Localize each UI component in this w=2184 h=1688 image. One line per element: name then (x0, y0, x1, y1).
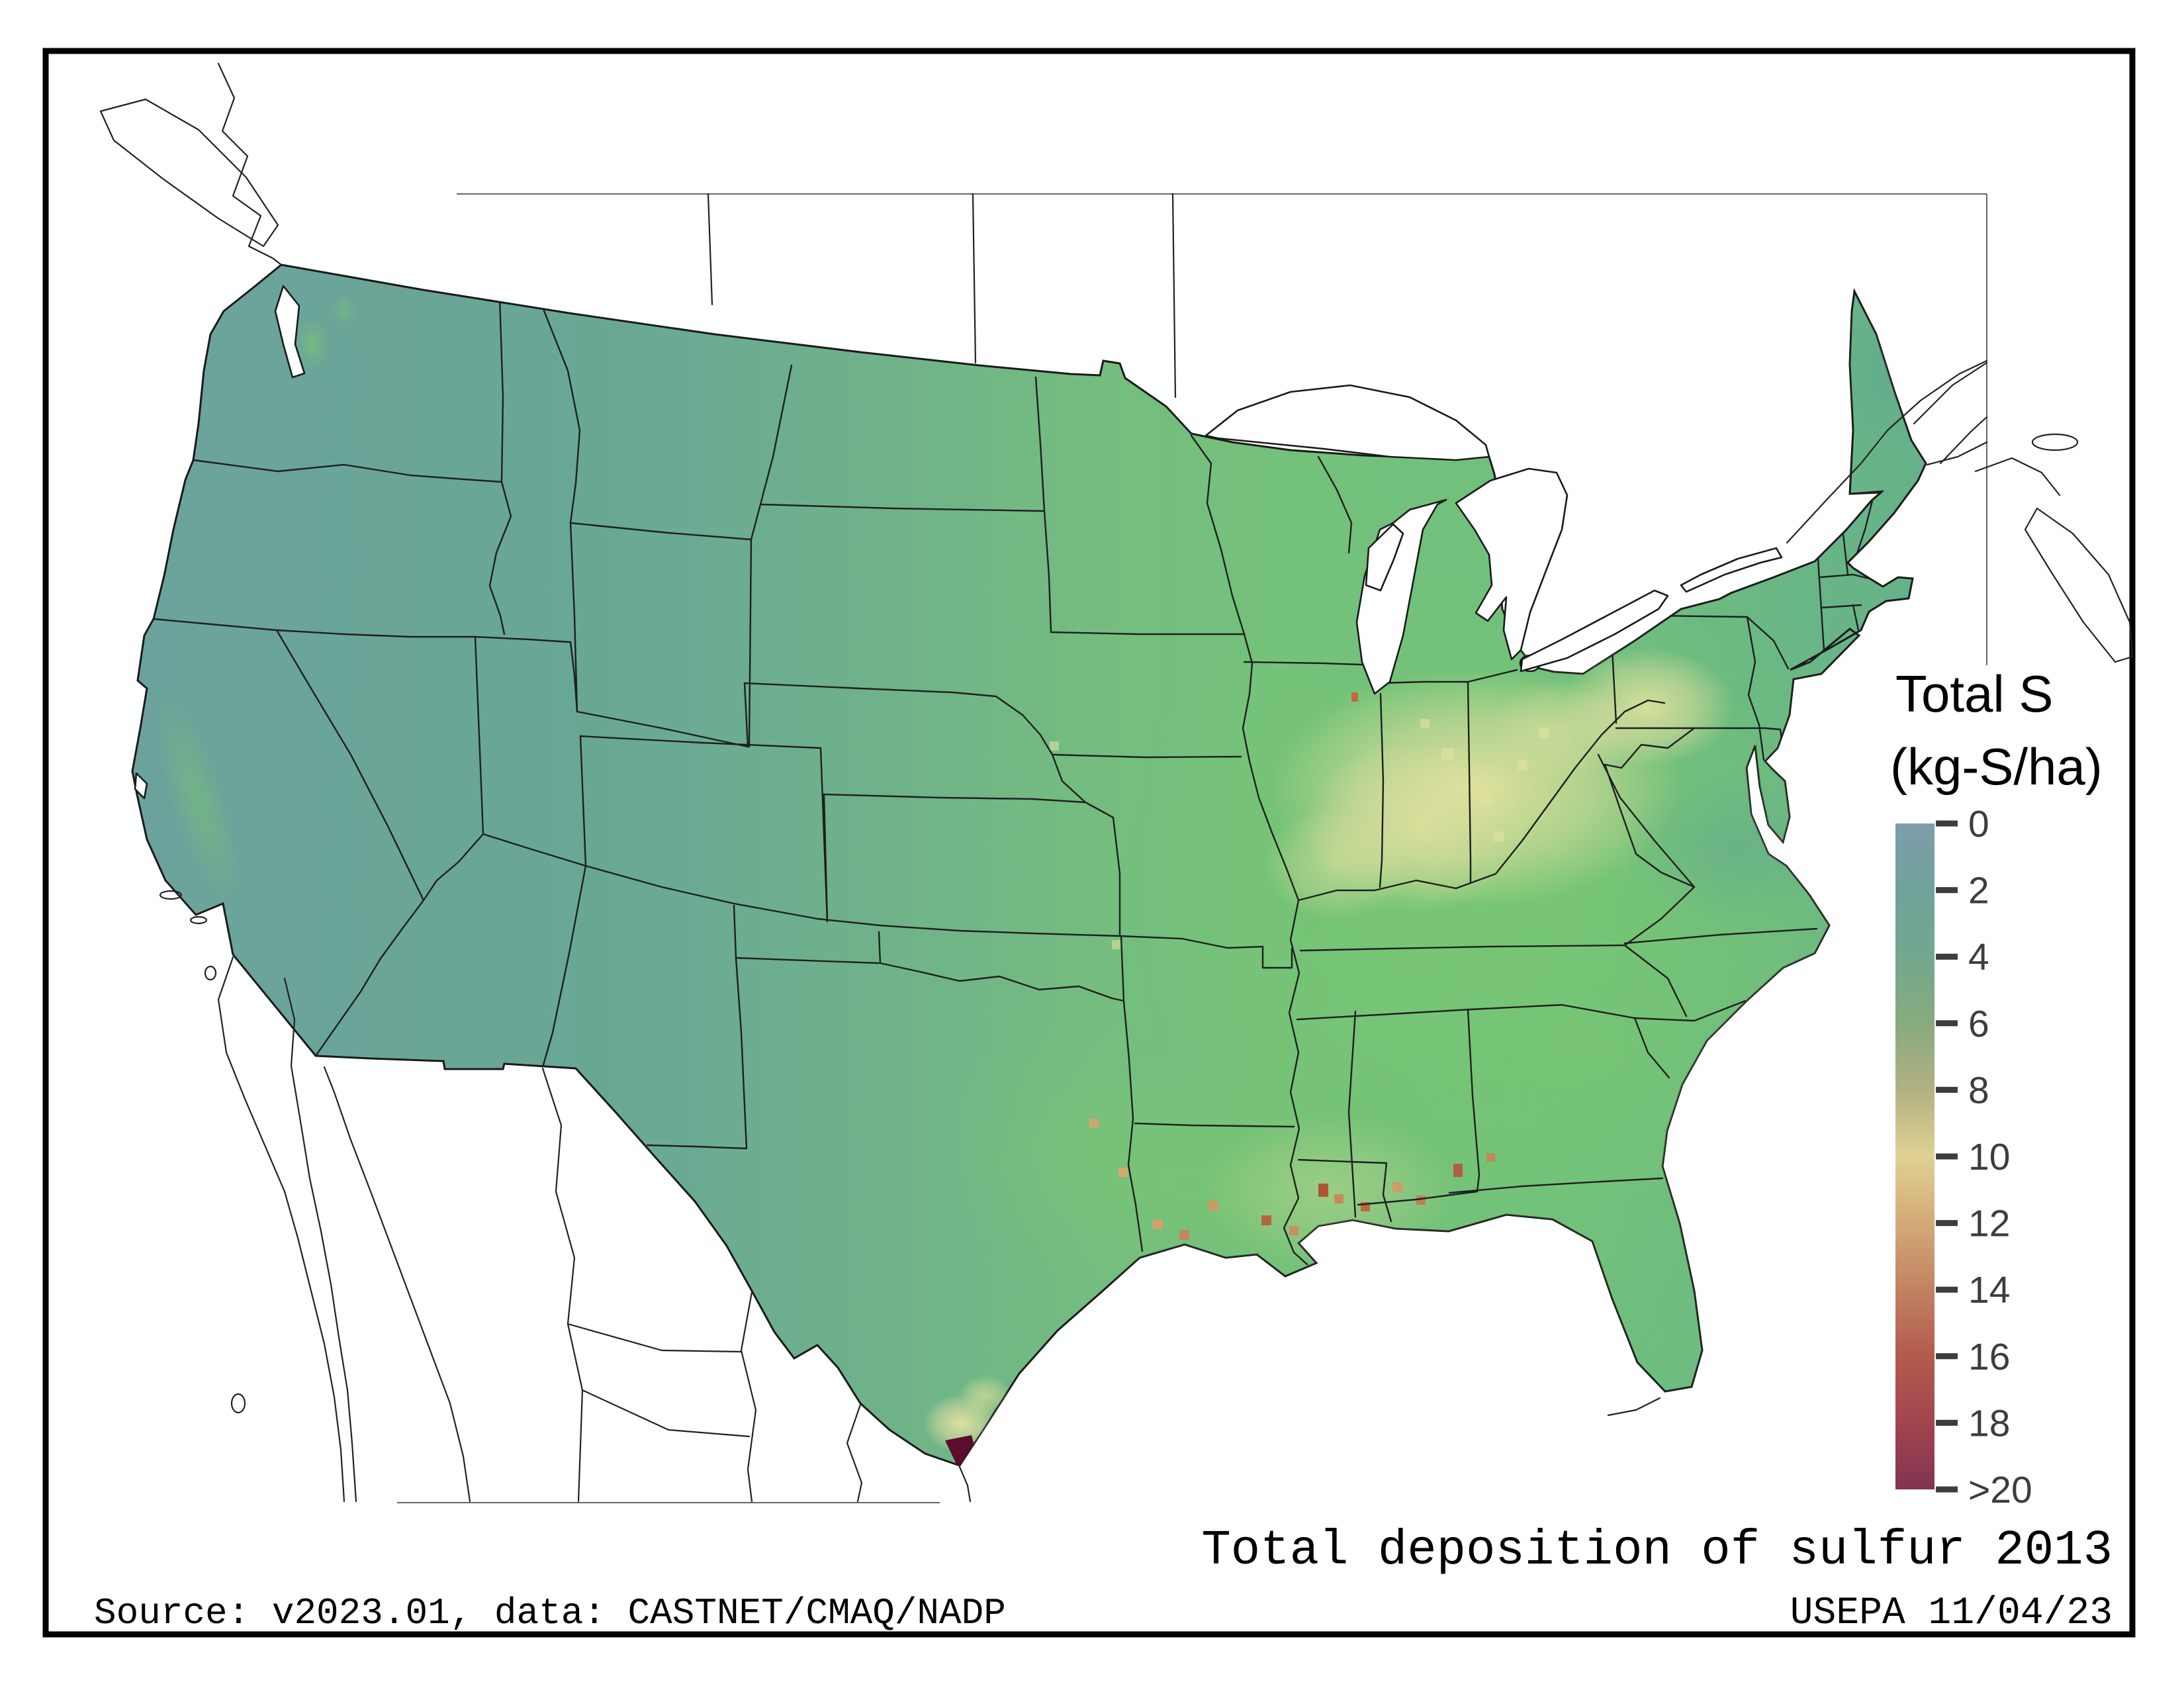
colorbar-tick-label: 16 (1968, 1336, 2010, 1378)
map-canvas: Total S (kg-S/ha) 0 2 4 6 8 10 12 14 16 18 >20 Tot… (0, 0, 2184, 1688)
colorbar (1895, 823, 1934, 1489)
colorbar-tick-label: 0 (1968, 803, 1989, 845)
map-title: Total deposition of sulfur 2013 (1201, 1523, 2113, 1579)
agency-stamp: USEPA 11/04/23 (1790, 1592, 2113, 1635)
colorbar-tick-label: >20 (1968, 1469, 2032, 1511)
legend: Total S (kg-S/ha) 0 2 4 6 8 10 12 14 16 18 >20 (1890, 665, 2103, 1511)
colorbar-tick-label: 2 (1968, 870, 1989, 912)
source-note: Source: v2023.01, data: CASTNET/CMAQ/NAD… (94, 1592, 1006, 1634)
footer-text: Total deposition of sulfur 2013 Source: … (94, 1523, 2113, 1635)
colorbar-tick-label: 18 (1968, 1402, 2010, 1444)
legend-title-line1: Total S (1895, 665, 2053, 723)
colorbar-tick-label: 14 (1968, 1269, 2010, 1311)
colorbar-tick-label: 6 (1968, 1003, 1989, 1045)
colorbar-ticks: 0 2 4 6 8 10 12 14 16 18 >20 (1936, 803, 2032, 1511)
colorbar-tick-label: 10 (1968, 1136, 2010, 1178)
map-page: Total S (kg-S/ha) 0 2 4 6 8 10 12 14 16 18 >20 Tot… (0, 0, 2184, 1688)
legend-title-line2: (kg-S/ha) (1890, 737, 2103, 796)
colorbar-tick-label: 12 (1968, 1203, 2010, 1245)
florida-keys (1608, 1398, 1660, 1415)
colorbar-tick-label: 8 (1968, 1069, 1989, 1111)
colorbar-tick-label: 4 (1968, 936, 1989, 978)
